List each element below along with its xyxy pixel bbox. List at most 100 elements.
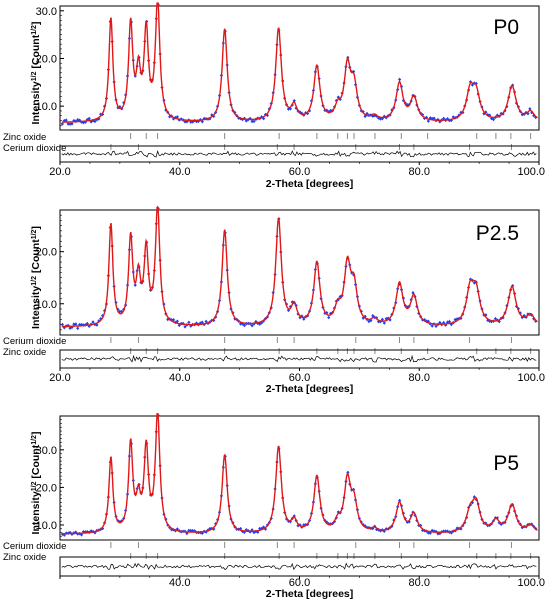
difference-frame (59, 349, 540, 369)
observed-point (118, 309, 122, 314)
observed-point (447, 319, 452, 324)
y-tick-label: 30.0 (36, 445, 57, 457)
observed-point (488, 113, 492, 118)
observed-point (434, 324, 438, 329)
observed-point (200, 119, 204, 124)
sample-label: P5 (493, 452, 519, 475)
observed-point (367, 319, 371, 324)
observed-point (194, 321, 199, 326)
observed-point (520, 315, 524, 320)
observed-point (252, 530, 256, 535)
observed-point (189, 120, 193, 124)
observed-point (352, 69, 356, 74)
observed-point (118, 104, 122, 109)
observed-point (70, 121, 74, 126)
observed-point (265, 113, 270, 118)
observed-point (411, 291, 415, 295)
observed-point (302, 523, 306, 527)
difference-series (61, 562, 537, 571)
x-tick-label: 80.0 (409, 372, 430, 384)
observed-point (68, 122, 72, 126)
observed-point (520, 112, 524, 117)
x-axis-title: 2-Theta [degrees] (266, 383, 354, 395)
observed-point (380, 317, 384, 322)
observed-point (183, 119, 187, 124)
observed-point (384, 316, 388, 321)
observed-point (528, 107, 532, 111)
y-axis-title-part: [Count (30, 444, 42, 481)
observed-point (200, 320, 204, 325)
observed-point (361, 316, 365, 320)
observed-point (133, 283, 137, 287)
y-tick-label: 10.0 (36, 101, 57, 113)
y-tick-label: 20.0 (36, 53, 57, 65)
x-tick-label: 60.0 (289, 577, 310, 589)
observed-point (175, 319, 179, 324)
x-tick-label: 40.0 (169, 577, 190, 589)
observed-point (175, 115, 179, 119)
observed-point (474, 81, 478, 86)
observed-point (187, 320, 191, 325)
observed-point (390, 108, 394, 112)
observed-point (93, 119, 97, 124)
observed-point (428, 531, 432, 535)
observed-point (426, 319, 430, 324)
observed-point (445, 320, 450, 324)
observed-point (99, 316, 103, 321)
observed-point (346, 470, 350, 475)
observed-series (60, 206, 538, 331)
observed-point (491, 117, 496, 122)
y-axis-title-superscript: 1/2 (31, 481, 38, 491)
observed-point (405, 520, 409, 524)
y-axis-title-part: [Count (30, 34, 42, 71)
observed-point (375, 527, 379, 532)
observed-point (489, 319, 494, 324)
y-axis-title-superscript: 1/2 (31, 276, 38, 286)
plot-frame (59, 415, 540, 541)
x-tick-label: 100.0 (517, 577, 545, 589)
y-axis-title-superscript: 1/2 (31, 229, 38, 239)
y-axis-title-part: Intensity (30, 491, 42, 534)
observed-point (449, 322, 453, 327)
observed-point (438, 320, 442, 325)
x-tick-label: 80.0 (409, 577, 430, 589)
observed-point (522, 313, 526, 318)
observed-point (76, 326, 80, 331)
observed-point (482, 111, 486, 116)
y-axis-title-superscript: 1/2 (31, 25, 38, 35)
y-tick-label: 30.0 (36, 6, 57, 18)
observed-point (70, 325, 74, 330)
observed-point (323, 311, 327, 316)
y-axis-title-part: ] (30, 432, 42, 436)
observed-point (338, 97, 342, 102)
y-axis-title-superscript: 1/2 (31, 71, 38, 81)
x-tick-label: 100.0 (517, 166, 545, 178)
observed-point (242, 323, 247, 328)
difference-series (61, 150, 537, 158)
observed-point (202, 322, 206, 327)
observed-point (175, 527, 179, 531)
sample-label: P0 (493, 16, 519, 39)
observed-point (378, 117, 383, 121)
observed-point (171, 318, 176, 322)
observed-point (369, 318, 373, 323)
difference-frame (59, 145, 540, 163)
x-tick-label: 80.0 (409, 166, 430, 178)
observed-point (398, 498, 402, 503)
observed-point (327, 315, 331, 320)
calculated-series (61, 2, 538, 123)
observed-point (74, 322, 78, 326)
observed-point (120, 309, 124, 314)
observed-point (472, 495, 476, 499)
observed-point (376, 319, 381, 324)
observed-point (302, 317, 306, 321)
observed-point (382, 321, 386, 325)
observed-point (204, 319, 208, 324)
y-tick-label: 20.0 (36, 247, 57, 259)
y-axis-title-part: Intensity (30, 81, 42, 124)
x-tick-label: 60.0 (289, 166, 310, 178)
observed-point (436, 531, 440, 536)
observed-point (87, 116, 91, 121)
observed-point (419, 523, 423, 528)
